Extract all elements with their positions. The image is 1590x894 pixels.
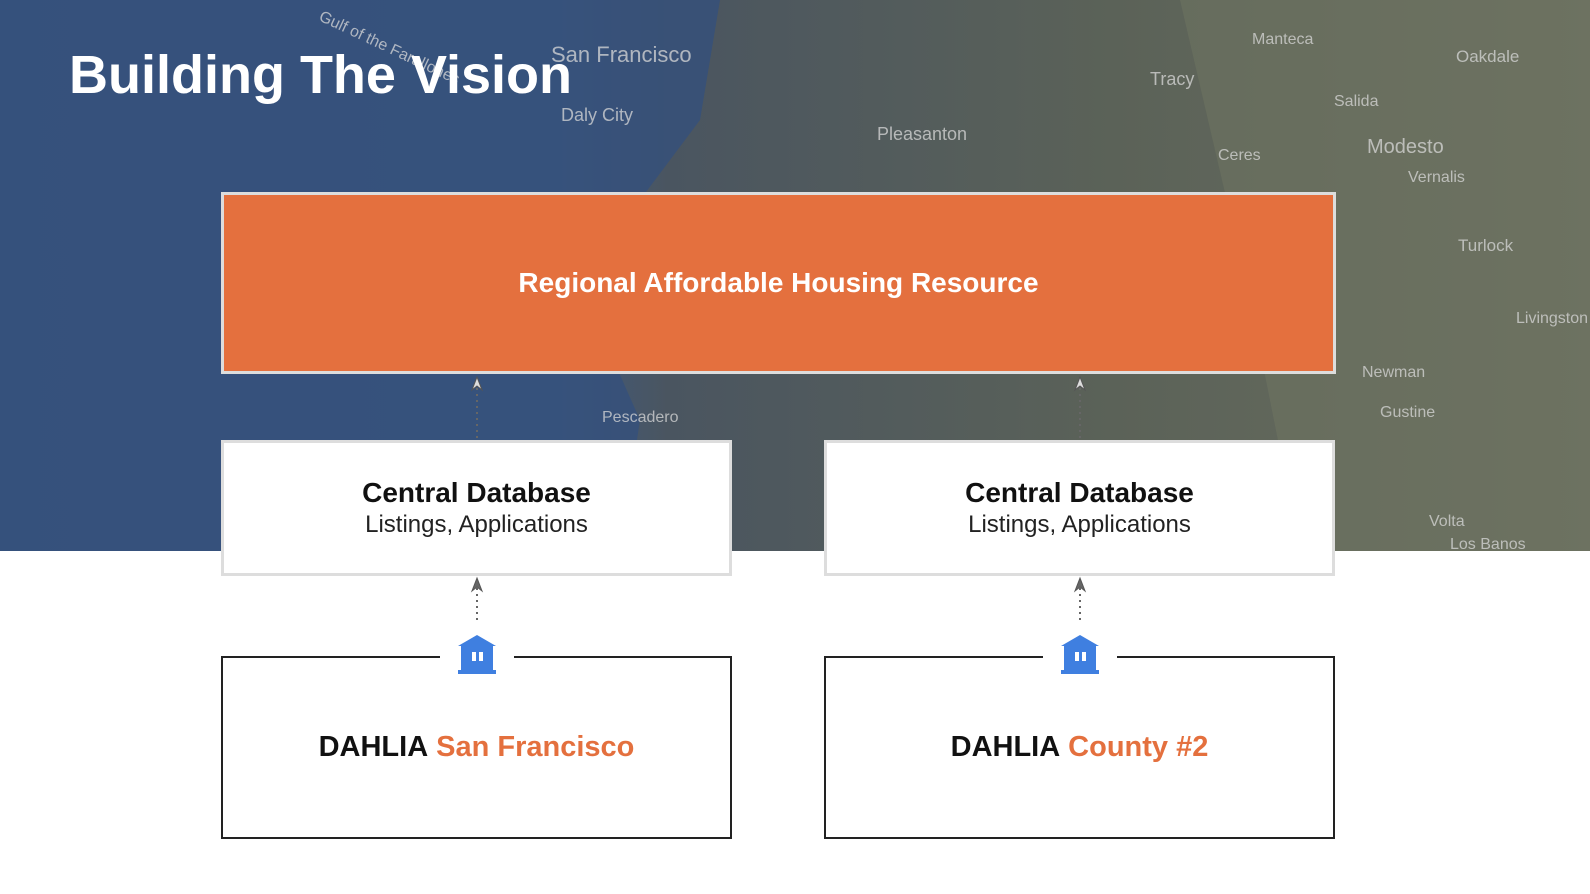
map-label: Pescadero <box>602 409 679 426</box>
database-box: Central Database Listings, Applications <box>221 440 732 576</box>
map-label: Gustine <box>1380 404 1435 421</box>
dahlia-box: DAHLIA County #2 <box>824 656 1335 839</box>
map-label: San Francisco <box>551 42 692 67</box>
database-title: Central Database <box>362 477 591 508</box>
valley <box>1180 0 1590 551</box>
map-label: Daly City <box>561 105 633 125</box>
map-label: Manteca <box>1252 31 1313 48</box>
map-label: Volta <box>1429 513 1465 530</box>
map-label: Tracy <box>1150 69 1194 89</box>
dahlia-prefix: DAHLIA <box>950 731 1061 763</box>
map-label: Pleasanton <box>877 124 967 144</box>
map-label: Modesto <box>1367 136 1444 158</box>
map-label: Salida <box>1334 93 1379 110</box>
dahlia-name: San Francisco <box>436 731 635 763</box>
arrow-head <box>470 576 484 593</box>
database-box: Central Database Listings, Applications <box>824 440 1335 576</box>
regional-resource-box: Regional Affordable Housing Resource <box>221 192 1336 374</box>
dahlia-name: County #2 <box>1068 731 1209 763</box>
arrow-head <box>1073 576 1087 593</box>
database-subtitle: Listings, Applications <box>365 511 588 538</box>
map-label: Newman <box>1362 364 1425 381</box>
map-label: Vernalis <box>1408 169 1465 186</box>
map-label: Turlock <box>1458 236 1514 255</box>
database-subtitle: Listings, Applications <box>968 511 1191 538</box>
database-title: Central Database <box>965 477 1194 508</box>
map-label: Los Banos <box>1450 536 1526 551</box>
map-label: Oakdale <box>1456 47 1519 66</box>
regional-resource-label: Regional Affordable Housing Resource <box>518 267 1039 298</box>
map-label: Livingston <box>1516 310 1588 327</box>
dahlia-box: DAHLIA San Francisco <box>221 656 732 839</box>
map-label: Ceres <box>1218 147 1261 164</box>
slide-title: Building The Vision <box>69 45 573 105</box>
dahlia-prefix: DAHLIA <box>318 731 429 763</box>
